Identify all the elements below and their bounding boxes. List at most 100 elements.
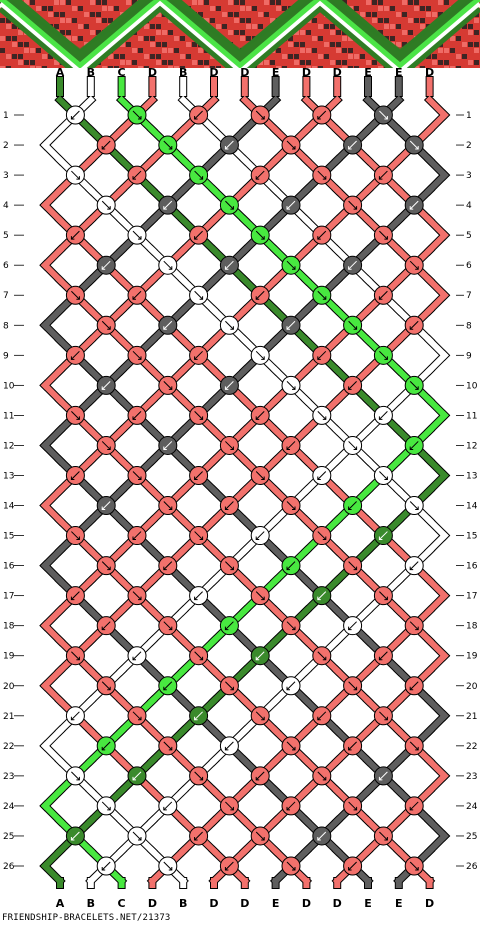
knot	[219, 135, 239, 155]
top-strand-label: E	[272, 66, 280, 79]
backward-arrow-icon	[101, 861, 111, 871]
strand-segment	[40, 260, 65, 285]
forward-arrow-icon	[286, 741, 296, 751]
forward-arrow-icon	[163, 260, 173, 270]
strand-segment	[40, 140, 65, 165]
forward-arrow-icon	[163, 861, 173, 871]
knot	[65, 646, 85, 666]
knot	[373, 766, 393, 786]
backward-arrow-icon	[132, 771, 142, 781]
knot	[189, 646, 209, 666]
forward-arrow-icon	[132, 591, 142, 600]
strand-segment	[40, 801, 65, 826]
forward-arrow-icon	[194, 411, 203, 420]
knots	[65, 105, 424, 876]
knot	[250, 165, 270, 185]
strand-segment	[425, 110, 449, 135]
strand-segment	[40, 681, 65, 706]
knot	[65, 105, 85, 125]
backward-arrow-icon	[194, 831, 203, 841]
forward-arrow-icon	[379, 591, 388, 600]
backward-arrow-icon	[194, 471, 203, 480]
strand-segment	[425, 516, 449, 540]
knot	[250, 646, 270, 666]
knot	[343, 496, 363, 516]
backward-arrow-icon	[317, 110, 327, 120]
backward-arrow-icon	[163, 561, 173, 570]
backward-arrow-icon	[286, 320, 296, 330]
row-number-left: 8	[3, 321, 9, 331]
row-number-right: 3	[466, 171, 472, 181]
row-number-right: 14	[466, 502, 478, 512]
forward-arrow-icon	[101, 320, 111, 330]
backward-arrow-icon	[409, 320, 419, 330]
knot	[96, 195, 116, 215]
forward-arrow-icon	[286, 501, 296, 510]
backward-arrow-icon	[225, 381, 234, 390]
backward-arrow-icon	[163, 681, 173, 691]
knot	[343, 375, 363, 395]
backward-arrow-icon	[194, 591, 203, 600]
knot	[158, 796, 178, 816]
bottom-strand-label: D	[425, 897, 434, 910]
bottom-strand-label: D	[333, 897, 342, 910]
backward-arrow-icon	[132, 290, 142, 300]
strand-segment	[40, 726, 65, 751]
pattern-preview-strip	[0, 0, 480, 68]
knot	[404, 255, 424, 275]
knot	[281, 375, 301, 395]
backward-arrow-icon	[255, 290, 265, 300]
backward-arrow-icon	[163, 801, 173, 811]
knot	[281, 556, 301, 576]
knot	[281, 736, 301, 756]
backward-arrow-icon	[348, 140, 357, 150]
backward-arrow-icon	[71, 471, 80, 480]
knot	[189, 165, 209, 185]
row-number-right: 1	[466, 111, 472, 121]
top-strand-label: E	[364, 66, 372, 79]
knot	[65, 465, 85, 485]
knot	[404, 435, 424, 455]
backward-arrow-icon	[409, 681, 419, 691]
strand-segment	[40, 561, 65, 585]
knot	[127, 706, 147, 726]
knot	[219, 856, 239, 876]
bottom-strand-label: D	[148, 897, 157, 910]
row-number-left: 11	[3, 411, 14, 421]
knot	[373, 345, 393, 365]
knot	[127, 526, 147, 546]
knot	[312, 165, 332, 185]
backward-arrow-icon	[379, 411, 388, 420]
strand-labels: A B C D B D D E D D E E D A B C D B D D E D D E E D	[56, 66, 434, 910]
knot	[189, 225, 209, 245]
forward-arrow-icon	[379, 230, 388, 240]
forward-arrow-icon	[348, 320, 357, 330]
knot	[219, 496, 239, 516]
knot	[127, 586, 147, 606]
knot	[312, 526, 332, 546]
knot	[250, 586, 270, 606]
backward-arrow-icon	[225, 621, 234, 631]
forward-arrow-icon	[255, 350, 265, 360]
row-number-left: 7	[3, 291, 9, 301]
knot	[189, 105, 209, 125]
knot	[158, 616, 178, 636]
row-number-left: 4	[3, 201, 9, 211]
knot	[65, 225, 85, 245]
backward-arrow-icon	[163, 441, 173, 450]
top-strand-label: B	[179, 66, 187, 79]
knot	[219, 616, 239, 636]
strand-segment	[40, 200, 65, 225]
forward-arrow-icon	[132, 711, 142, 721]
backward-arrow-icon	[348, 861, 357, 871]
knot	[189, 826, 209, 846]
knot	[373, 165, 393, 185]
row-number-right: 8	[466, 321, 472, 331]
row-number-left: 1	[3, 111, 9, 121]
strand-segment	[425, 651, 449, 675]
forward-arrow-icon	[163, 381, 173, 390]
forward-arrow-icon	[409, 861, 419, 871]
row-number-left: 10	[3, 381, 15, 391]
knot	[373, 465, 393, 485]
